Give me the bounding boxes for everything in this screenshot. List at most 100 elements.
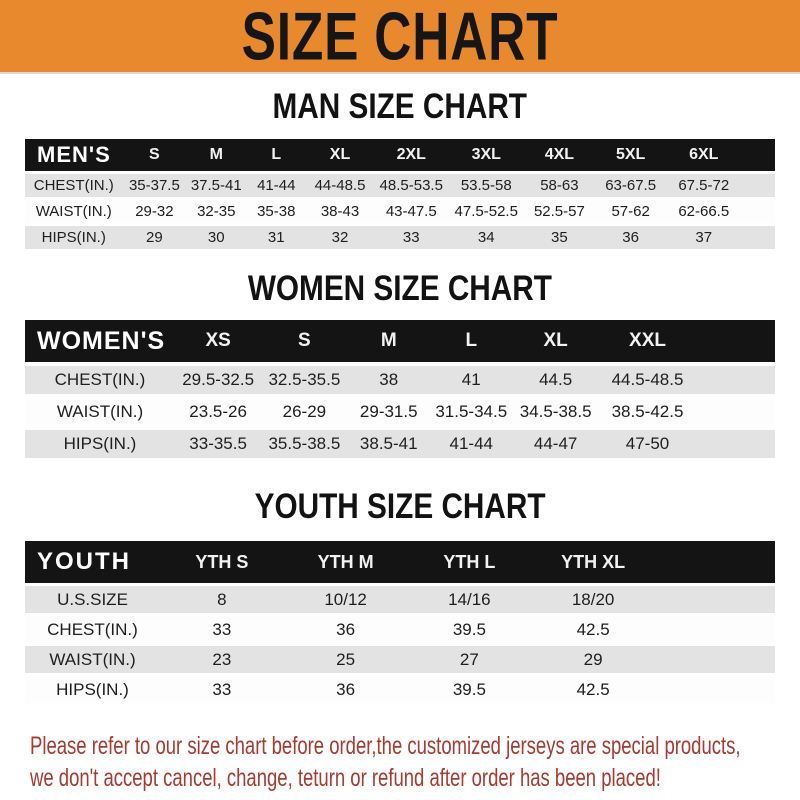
section-womens: WOMEN SIZE CHART WOMEN'S XS S M L XL XXL CHEST(I… <box>0 270 800 462</box>
row-spacer <box>696 430 775 458</box>
row-label: CHEST(IN.) <box>47 619 138 639</box>
row-spacer <box>696 398 775 426</box>
size-value: 34.5-38.5 <box>519 402 592 421</box>
size-table: YOUTH YTH S YTH M YTH L YTH XL U.S.SIZE 8 10/12… <box>25 538 775 706</box>
table-header-label: MEN'S <box>37 142 111 167</box>
size-value: 10/12 <box>324 589 367 609</box>
size-value: 38-43 <box>320 203 360 220</box>
size-value: 58-63 <box>540 177 579 194</box>
column-header: XL <box>543 330 568 351</box>
size-value: 29.5-32.5 <box>182 370 255 389</box>
table-row: HIPS(IN.) 29 30 31 32 33 34 35 36 37 <box>25 226 775 249</box>
column-header: S <box>149 146 160 163</box>
size-value: 33 <box>402 229 420 246</box>
size-value: 48.5-53.5 <box>379 177 443 194</box>
size-value: 26-29 <box>282 402 327 421</box>
column-header: 4XL <box>544 146 575 163</box>
table-header-label: YOUTH <box>37 548 131 575</box>
section-heading-text: YOUTH SIZE CHART <box>254 487 546 526</box>
column-header: 6XL <box>689 146 719 163</box>
column-header: YTH S <box>195 551 249 572</box>
size-value: 37.5-41 <box>190 177 242 194</box>
section-mens: MAN SIZE CHART MEN'S S M L XL 2XL 3XL 4XL 5XL 6XL C… <box>0 88 800 252</box>
size-value: 44-48.5 <box>314 177 366 194</box>
table-row: CHEST(IN.) 33 36 39.5 42.5 <box>25 616 775 643</box>
column-header: S <box>298 330 311 351</box>
size-value: 33-35.5 <box>189 434 247 453</box>
row-spacer <box>655 676 775 703</box>
size-value: 29 <box>583 649 603 669</box>
size-value: 43-47.5 <box>385 203 437 220</box>
size-value: 47.5-52.5 <box>454 203 518 220</box>
row-label: WAIST(IN.) <box>49 649 136 669</box>
row-spacer <box>696 366 775 394</box>
header-spacer <box>741 139 775 171</box>
column-header: XL <box>329 146 351 163</box>
table-row: U.S.SIZE 8 10/12 14/16 18/20 <box>25 586 775 613</box>
size-value: 8 <box>217 589 227 609</box>
table-row: WAIST(IN.) 23.5-26 26-29 29-31.5 31.5-34.5 34… <box>25 398 775 426</box>
size-value: 35 <box>551 229 568 246</box>
size-value: 29-31.5 <box>359 402 418 421</box>
size-value: 35-37.5 <box>128 177 180 194</box>
section-heading: YOUTH SIZE CHART <box>0 488 800 526</box>
size-value: 18/20 <box>571 589 615 609</box>
row-spacer <box>741 174 775 197</box>
column-header: YTH XL <box>561 551 626 572</box>
size-value: 38.5-41 <box>359 434 418 453</box>
footer-note-line-wrap: we don't accept cancel, change, teturn o… <box>30 762 800 794</box>
table-row: WAIST(IN.) 23 25 27 29 <box>25 646 775 673</box>
column-header: M <box>209 146 223 163</box>
size-value: 44.5 <box>539 370 573 389</box>
column-header: YTH M <box>317 551 374 572</box>
size-value: 38.5-42.5 <box>611 402 684 421</box>
row-spacer <box>741 200 775 223</box>
column-header: XXL <box>629 330 666 351</box>
size-value: 23 <box>212 649 232 669</box>
section-heading: MAN SIZE CHART <box>0 88 800 126</box>
row-label: WAIST(IN.) <box>35 203 112 220</box>
size-value: 27 <box>459 649 479 669</box>
row-label: U.S.SIZE <box>57 589 128 609</box>
size-value: 23.5-26 <box>189 402 247 421</box>
section-heading: WOMEN SIZE CHART <box>0 270 800 308</box>
row-label: CHEST(IN.) <box>33 177 114 194</box>
table-header-label: WOMEN'S <box>37 326 166 355</box>
size-value: 36 <box>336 619 356 639</box>
section-heading-text: WOMEN SIZE CHART <box>247 269 553 308</box>
size-value: 37 <box>695 229 713 246</box>
size-value: 35-38 <box>257 203 296 220</box>
column-header: M <box>380 330 397 351</box>
row-spacer <box>741 226 775 249</box>
size-value: 33 <box>212 679 232 699</box>
row-label: HIPS(IN.) <box>56 679 129 699</box>
size-value: 34 <box>477 229 495 246</box>
size-value: 53.5-58 <box>460 177 512 194</box>
table-row: HIPS(IN.) 33 36 39.5 42.5 <box>25 676 775 703</box>
column-header: YTH L <box>443 551 496 572</box>
size-value: 57-62 <box>611 203 650 220</box>
table-header-row: WOMEN'S XS S M L XL XXL <box>25 320 775 362</box>
size-value: 39.5 <box>452 619 486 639</box>
row-spacer <box>655 616 775 643</box>
size-value: 35.5-38.5 <box>268 434 341 453</box>
size-value: 33 <box>212 619 232 639</box>
size-value: 30 <box>207 229 225 246</box>
size-value: 63-67.5 <box>605 177 657 194</box>
size-value: 44-47 <box>533 434 578 453</box>
row-spacer <box>655 586 775 613</box>
size-value: 32 <box>331 229 349 246</box>
size-value: 29-32 <box>135 203 174 220</box>
table-header-row: YOUTH YTH S YTH M YTH L YTH XL <box>25 541 775 583</box>
column-header: L <box>271 146 282 163</box>
column-header: 3XL <box>471 146 501 163</box>
size-value: 52.5-57 <box>533 203 585 220</box>
section-heading-text: MAN SIZE CHART <box>272 87 528 126</box>
banner-title: SIZE CHART <box>241 0 559 74</box>
header-spacer <box>655 541 775 583</box>
table-row: CHEST(IN.) 35-37.5 37.5-41 41-44 44-48.5 48.5… <box>25 174 775 197</box>
row-label: HIPS(IN.) <box>63 434 137 453</box>
size-value: 62-66.5 <box>678 203 730 220</box>
size-value: 38 <box>379 370 399 389</box>
